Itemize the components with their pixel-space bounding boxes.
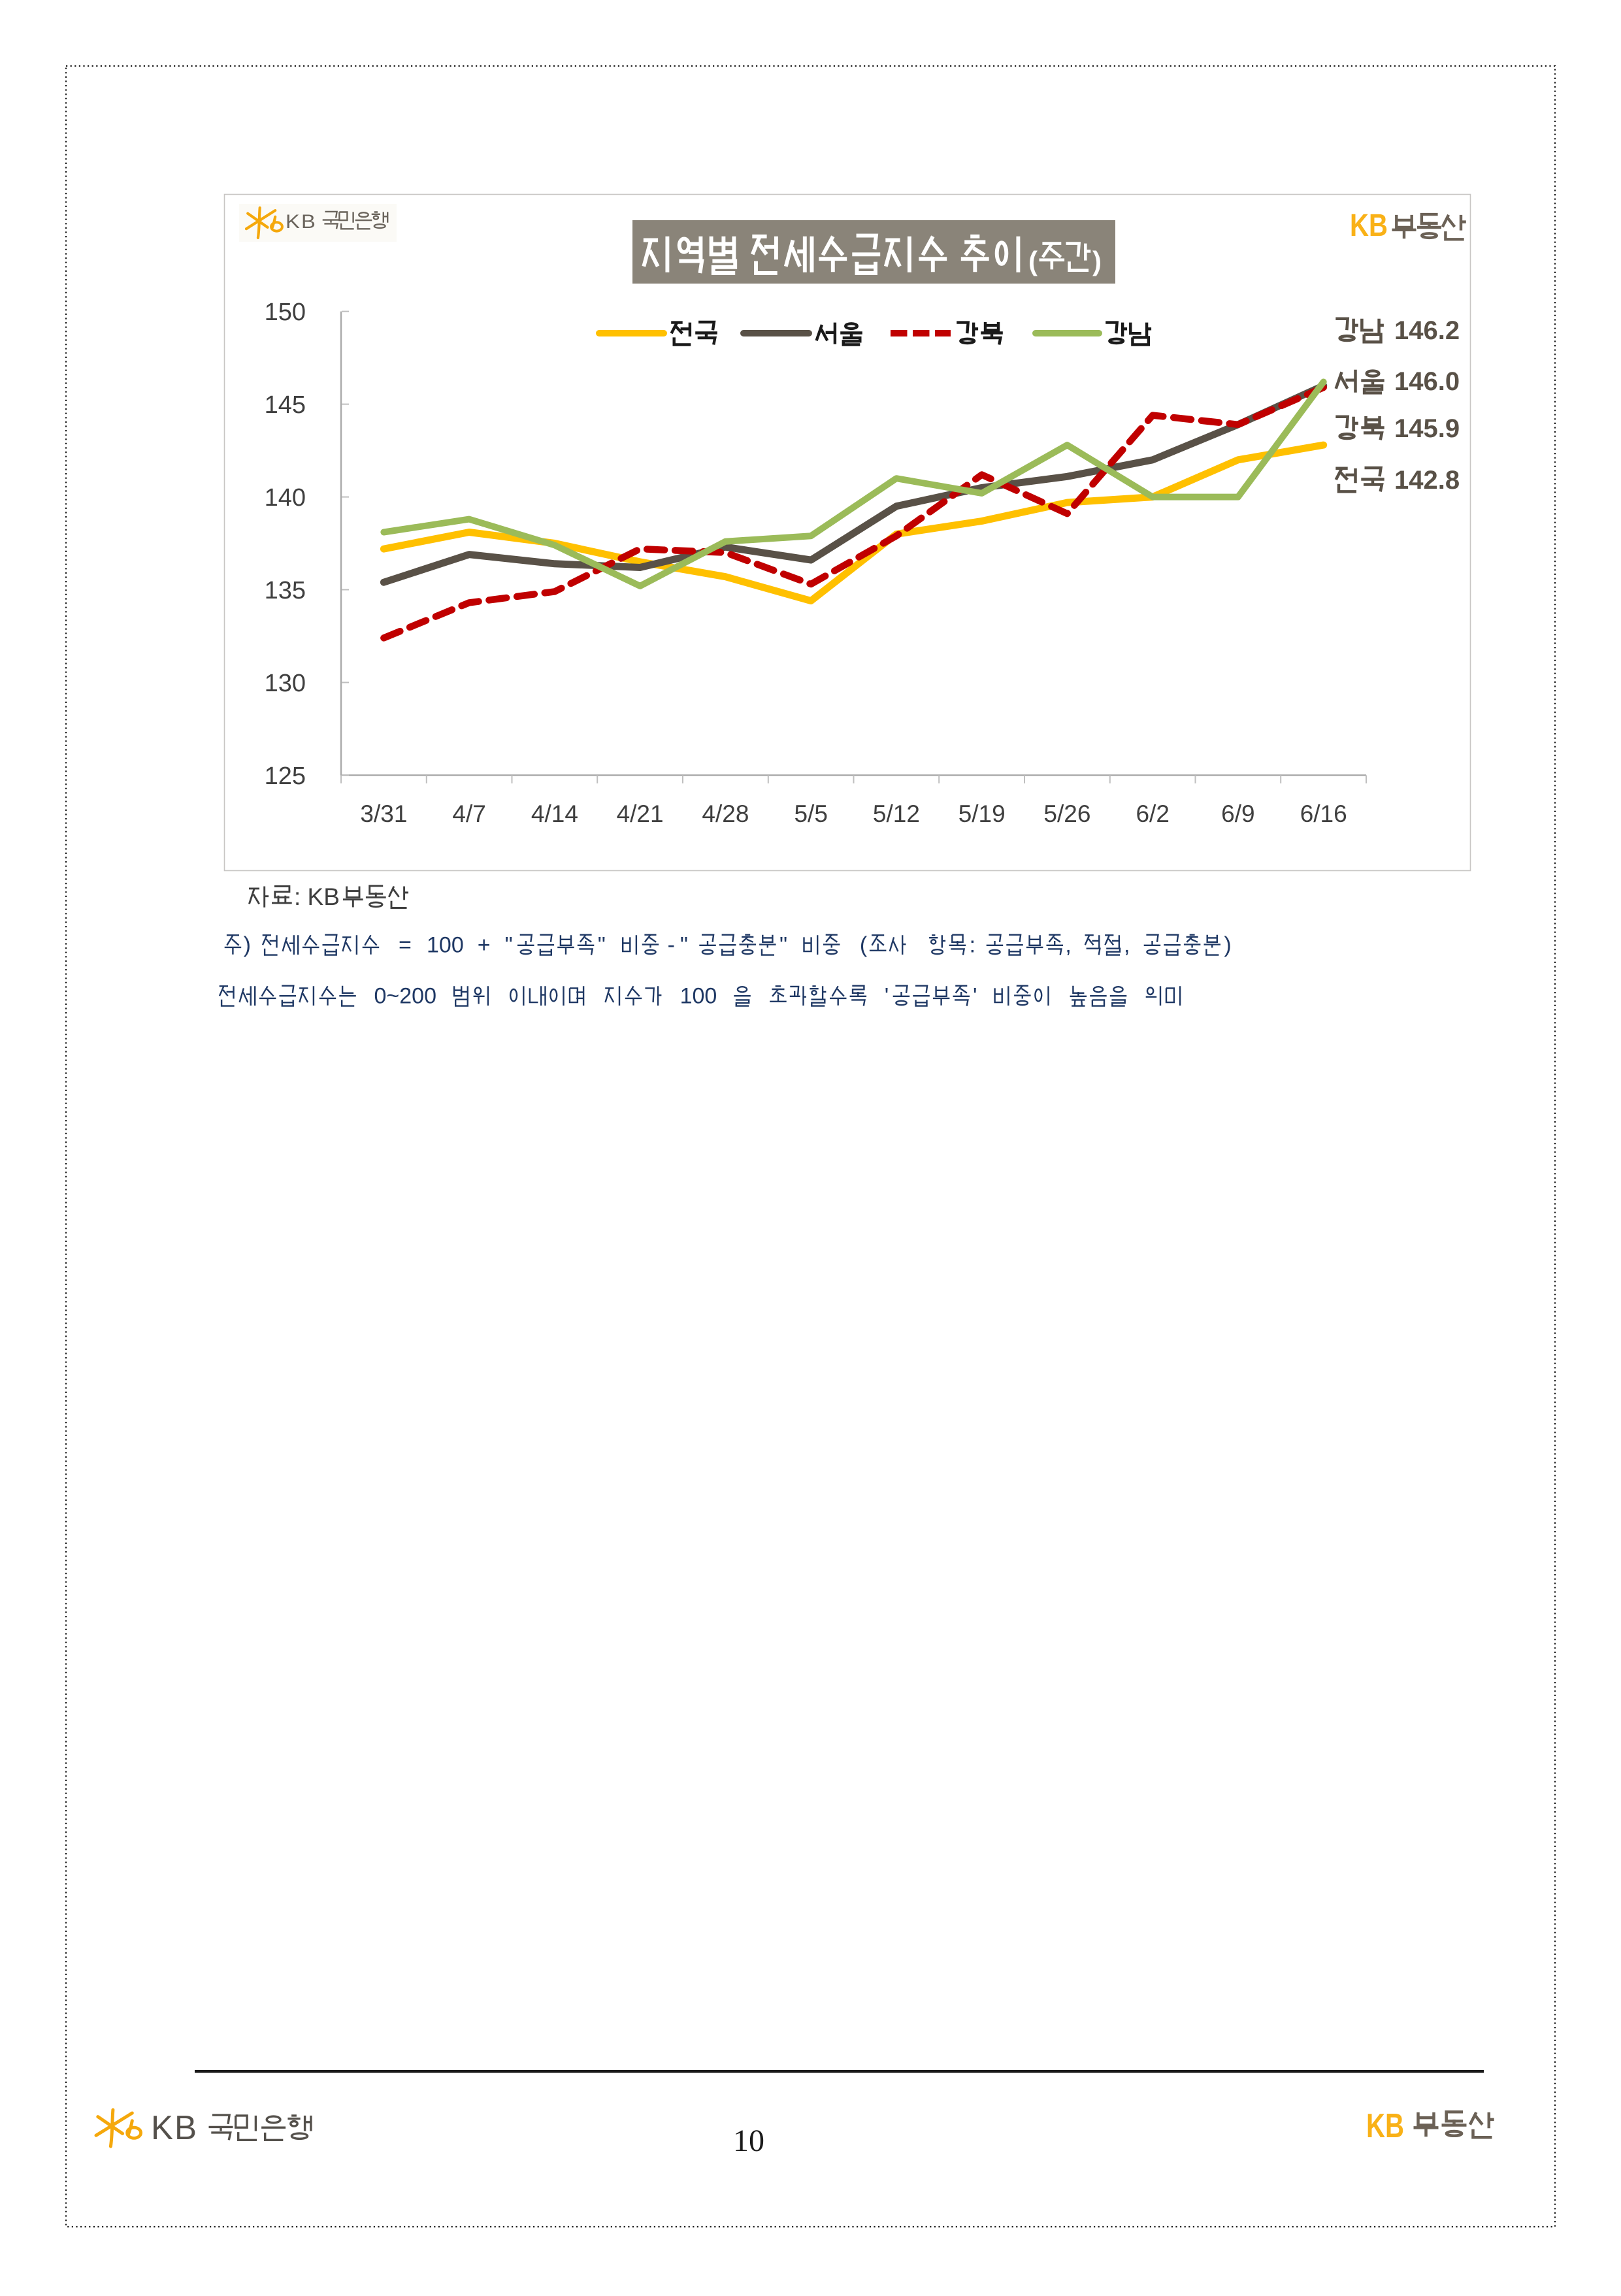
- svg-text:145.9: 145.9: [1394, 414, 1460, 443]
- svg-text:100: 100: [680, 984, 717, 1009]
- svg-text:6/9: 6/9: [1221, 800, 1254, 827]
- svg-text:5/5: 5/5: [794, 800, 827, 827]
- svg-text:0~200: 0~200: [374, 984, 437, 1009]
- svg-text:(: (: [1028, 246, 1038, 276]
- svg-text:: KB: : KB: [294, 883, 340, 910]
- svg-text:+: +: [478, 933, 491, 958]
- svg-text:4/14: 4/14: [531, 800, 578, 827]
- svg-text:146.2: 146.2: [1394, 316, 1460, 345]
- svg-text:KB: KB: [151, 2109, 198, 2147]
- svg-text:100: 100: [427, 933, 464, 958]
- svg-text:146.0: 146.0: [1394, 367, 1460, 396]
- svg-text:5/26: 5/26: [1043, 800, 1090, 827]
- svg-text:5/12: 5/12: [873, 800, 920, 827]
- svg-text::: :: [970, 933, 975, 958]
- svg-text:': ': [885, 984, 889, 1009]
- svg-text:142.8: 142.8: [1394, 466, 1460, 495]
- svg-text:(: (: [860, 933, 868, 958]
- svg-text:,: ,: [1065, 933, 1071, 958]
- svg-text:4/21: 4/21: [617, 800, 664, 827]
- svg-text:6/2: 6/2: [1136, 800, 1169, 827]
- svg-text:130: 130: [265, 670, 306, 697]
- svg-text:6/16: 6/16: [1300, 800, 1347, 827]
- svg-text:": ": [680, 933, 688, 958]
- svg-text:150: 150: [265, 299, 306, 326]
- svg-text:): ): [244, 933, 251, 958]
- svg-text:=: =: [399, 933, 412, 958]
- svg-text:125: 125: [265, 763, 306, 790]
- svg-text:145: 145: [265, 391, 306, 419]
- svg-text:KB: KB: [1366, 2107, 1404, 2145]
- svg-text:): ): [1092, 246, 1102, 276]
- svg-text:): ): [1224, 933, 1231, 958]
- svg-text:KB: KB: [1350, 208, 1388, 243]
- svg-text:": ": [505, 933, 513, 958]
- svg-text:5/19: 5/19: [958, 800, 1006, 827]
- svg-text:,: ,: [1124, 933, 1130, 958]
- svg-text:": ": [779, 933, 787, 958]
- svg-text:-: -: [668, 933, 675, 958]
- svg-text:': ': [973, 984, 977, 1009]
- svg-text:3/31: 3/31: [360, 800, 407, 827]
- svg-text:135: 135: [265, 577, 306, 604]
- svg-text:4/28: 4/28: [702, 800, 749, 827]
- svg-text:140: 140: [265, 484, 306, 512]
- svg-text:4/7: 4/7: [452, 800, 485, 827]
- svg-text:10: 10: [733, 2124, 764, 2158]
- svg-text:KB: KB: [286, 211, 317, 233]
- svg-text:": ": [598, 933, 606, 958]
